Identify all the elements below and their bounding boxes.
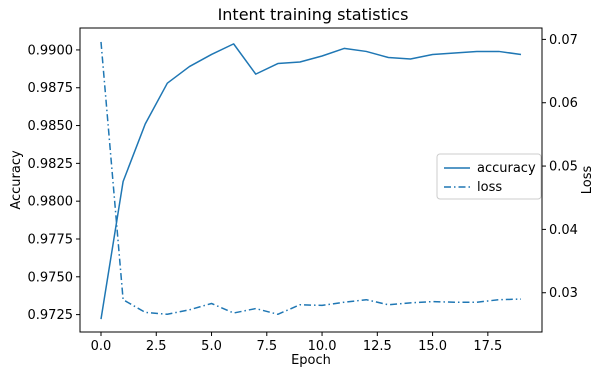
y2-tick-label: 0.06 [549, 96, 578, 111]
loss-line [100, 41, 522, 316]
x-tick-label: 5.0 [201, 339, 222, 354]
y-tick-label: 0.9775 [28, 232, 74, 247]
x-tick-label: 12.5 [363, 339, 392, 354]
legend: accuracy loss [436, 153, 542, 200]
y-axis-label: Accuracy [9, 150, 24, 210]
x-tick-label: 17.5 [473, 339, 502, 354]
y2-tick-label: 0.03 [549, 286, 578, 301]
y-tick-label: 0.9875 [28, 81, 74, 96]
x-tick-label: 0.0 [91, 339, 112, 354]
plot-frame [79, 27, 543, 333]
legend-loss-label: loss [477, 180, 502, 195]
y-tick-label: 0.9900 [28, 43, 74, 58]
y2-tick-label: 0.04 [549, 223, 578, 238]
x-axis-label: Epoch [291, 353, 331, 368]
y2-tick-label: 0.07 [549, 33, 578, 48]
y2-tick-label: 0.05 [549, 160, 578, 175]
x-tick-label: 2.5 [146, 339, 167, 354]
chart-title: Intent training statistics [218, 5, 409, 24]
legend-accuracy-label: accuracy [477, 161, 536, 176]
x-tick-label: 15.0 [418, 339, 447, 354]
y-tick-label: 0.9800 [28, 195, 74, 210]
y-tick-label: 0.9825 [28, 157, 74, 172]
y2-axis-label: Loss [580, 166, 595, 195]
accuracy-line [100, 43, 522, 320]
x-tick-label: 10.0 [308, 339, 337, 354]
y-tick-label: 0.9725 [28, 308, 74, 323]
y-tick-label: 0.9850 [28, 119, 74, 134]
y-tick-label: 0.9750 [28, 270, 74, 285]
x-tick-label: 7.5 [256, 339, 277, 354]
